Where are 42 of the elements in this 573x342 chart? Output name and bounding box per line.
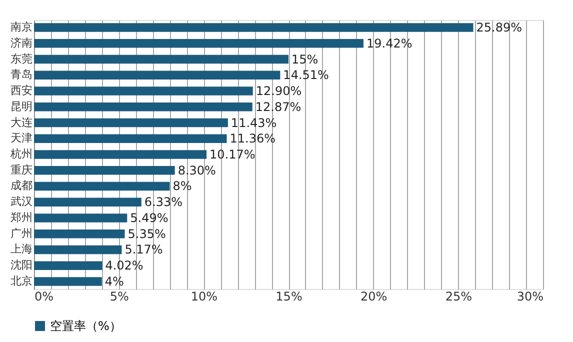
x-tick-label: 30% — [516, 290, 544, 304]
y-tick-label: 武汉 — [10, 195, 32, 208]
legend-label: 空置率（%） — [50, 319, 122, 333]
data-label: 11.43% — [230, 116, 277, 130]
y-tick-label: 天津 — [10, 132, 32, 145]
data-label: 5.49% — [130, 210, 168, 225]
y-tick-label: 济南 — [10, 36, 32, 50]
y-tick-label: 沈阳 — [10, 258, 32, 272]
data-label: 25.89% — [476, 20, 522, 35]
data-label: 15% — [292, 52, 318, 66]
data-label: 11.36% — [230, 132, 276, 146]
data-label: 8% — [172, 179, 192, 194]
y-tick-label: 南京 — [10, 20, 32, 34]
data-label: 8.30% — [178, 163, 216, 178]
y-tick-label: 重庆 — [10, 163, 32, 176]
data-label: 4.02% — [105, 258, 144, 273]
x-tick-label: 0% — [34, 290, 54, 304]
y-tick-label: 西安 — [10, 84, 32, 98]
y-tick-label: 北京 — [10, 274, 32, 288]
y-tick-label: 上海 — [10, 242, 32, 256]
data-label: 10.17% — [210, 148, 256, 162]
y-tick-label: 青岛 — [10, 68, 32, 82]
y-tick-label: 昆明 — [10, 100, 32, 113]
y-tick-label: 东莞 — [10, 52, 32, 66]
x-tick-label: 10% — [190, 290, 218, 304]
data-label: 4% — [104, 274, 124, 288]
x-tick-label: 20% — [360, 290, 388, 304]
data-label: 5.35% — [128, 226, 166, 241]
x-tick-label: 15% — [276, 290, 302, 304]
data-label: 6.33% — [144, 195, 183, 210]
y-tick-label: 成都 — [10, 179, 32, 192]
x-tick-label: 25% — [445, 290, 472, 304]
data-label: 14.51% — [283, 68, 329, 82]
data-label: 12.87% — [255, 100, 302, 114]
y-tick-label: 广州 — [10, 226, 32, 240]
data-label: 12.90% — [256, 84, 302, 98]
data-label: 19.42% — [366, 36, 412, 50]
y-tick-label: 杭州 — [10, 148, 32, 160]
y-tick-label: 大连 — [10, 116, 32, 129]
x-tick-label: 5% — [110, 290, 129, 304]
y-tick-label: 郑州 — [10, 210, 32, 224]
data-label: 5.17% — [124, 242, 163, 257]
